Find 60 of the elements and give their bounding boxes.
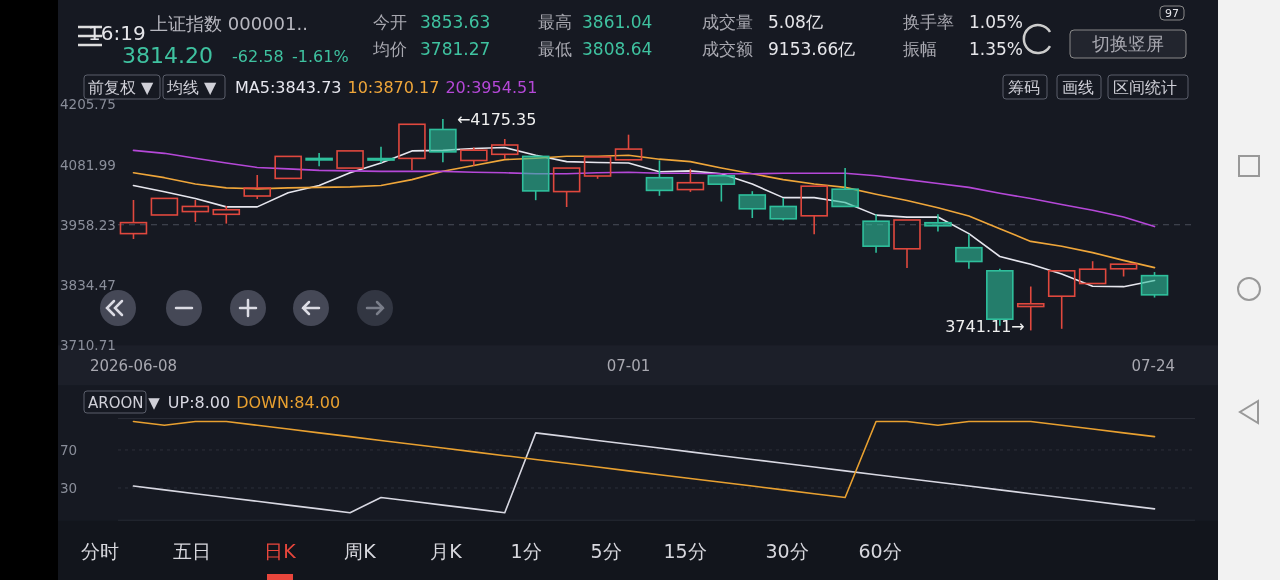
text: 前复权 ▼: [88, 78, 155, 97]
text: 筹码: [1008, 78, 1040, 97]
text: -1.61%: [292, 47, 349, 66]
y-tick-label: 3958.23: [60, 216, 116, 233]
x-tick-label: 07-01: [606, 357, 651, 376]
line-series: [132, 432, 1156, 514]
text: 最高: [538, 12, 572, 32]
text: 均线 ▼: [166, 78, 218, 97]
text: AROON ▼: [88, 394, 161, 412]
text: 5.08亿: [768, 12, 823, 32]
text: 画线: [1062, 78, 1094, 97]
y-tick-label: 4205.75: [60, 96, 116, 113]
text: 分时: [81, 540, 119, 562]
text: 1.05%: [969, 12, 1024, 32]
text: 15分: [663, 540, 707, 562]
annotation: 3741.11→: [945, 317, 1025, 337]
text: 97: [1165, 7, 1179, 20]
text: 10:3870.17: [347, 78, 440, 97]
text: 均价: [372, 39, 407, 59]
text: 1.35%: [969, 39, 1024, 59]
y-tick-label: 3710.71: [60, 337, 116, 354]
text: 3853.63: [420, 12, 491, 32]
text: 换手率: [903, 12, 954, 32]
text: MA5:3843.73: [235, 78, 342, 97]
series-label: DOWN:84.00: [236, 393, 341, 412]
text: 3814.20: [122, 43, 213, 68]
text: UP:8.00: [167, 393, 231, 412]
text: -62.58: [232, 47, 284, 66]
text: 3808.64: [582, 39, 653, 59]
y-tick-label: 4081.99: [60, 156, 116, 173]
text: 月K: [430, 540, 463, 562]
text: 9153.66亿: [768, 39, 856, 59]
text: 周K: [344, 540, 377, 562]
line-series: [132, 154, 1156, 269]
y-tick-label: 70: [60, 441, 78, 458]
x-tick-label: 2026-06-08: [89, 357, 178, 376]
line-series: [132, 149, 1156, 228]
text: 区间统计: [1113, 78, 1177, 97]
text: 五日: [173, 540, 211, 562]
x-tick-label: 07-24: [1131, 357, 1175, 376]
text: 60分: [858, 540, 902, 562]
text: 3861.04: [582, 12, 653, 32]
text: 30分: [765, 540, 809, 562]
text: 成交量: [702, 12, 753, 32]
text: 今开: [373, 12, 407, 32]
text: 3781.27: [420, 39, 491, 59]
text: 20:3954.51: [445, 78, 538, 97]
line-series: [132, 420, 1156, 499]
text: 16:19: [88, 21, 146, 45]
y-tick-label: 30: [60, 479, 78, 496]
text: 成交额: [702, 39, 753, 59]
annotation: ←4175.35: [456, 110, 537, 130]
text: 切换竖屏: [1092, 33, 1164, 54]
text: 振幅: [903, 39, 937, 59]
text: 日K: [264, 540, 297, 562]
y-tick-label: 3834.47: [60, 276, 116, 293]
text: 最低: [538, 39, 572, 59]
text: 1分: [510, 540, 542, 562]
text: 5分: [590, 540, 622, 562]
text: 上证指数 000001..: [150, 13, 308, 34]
